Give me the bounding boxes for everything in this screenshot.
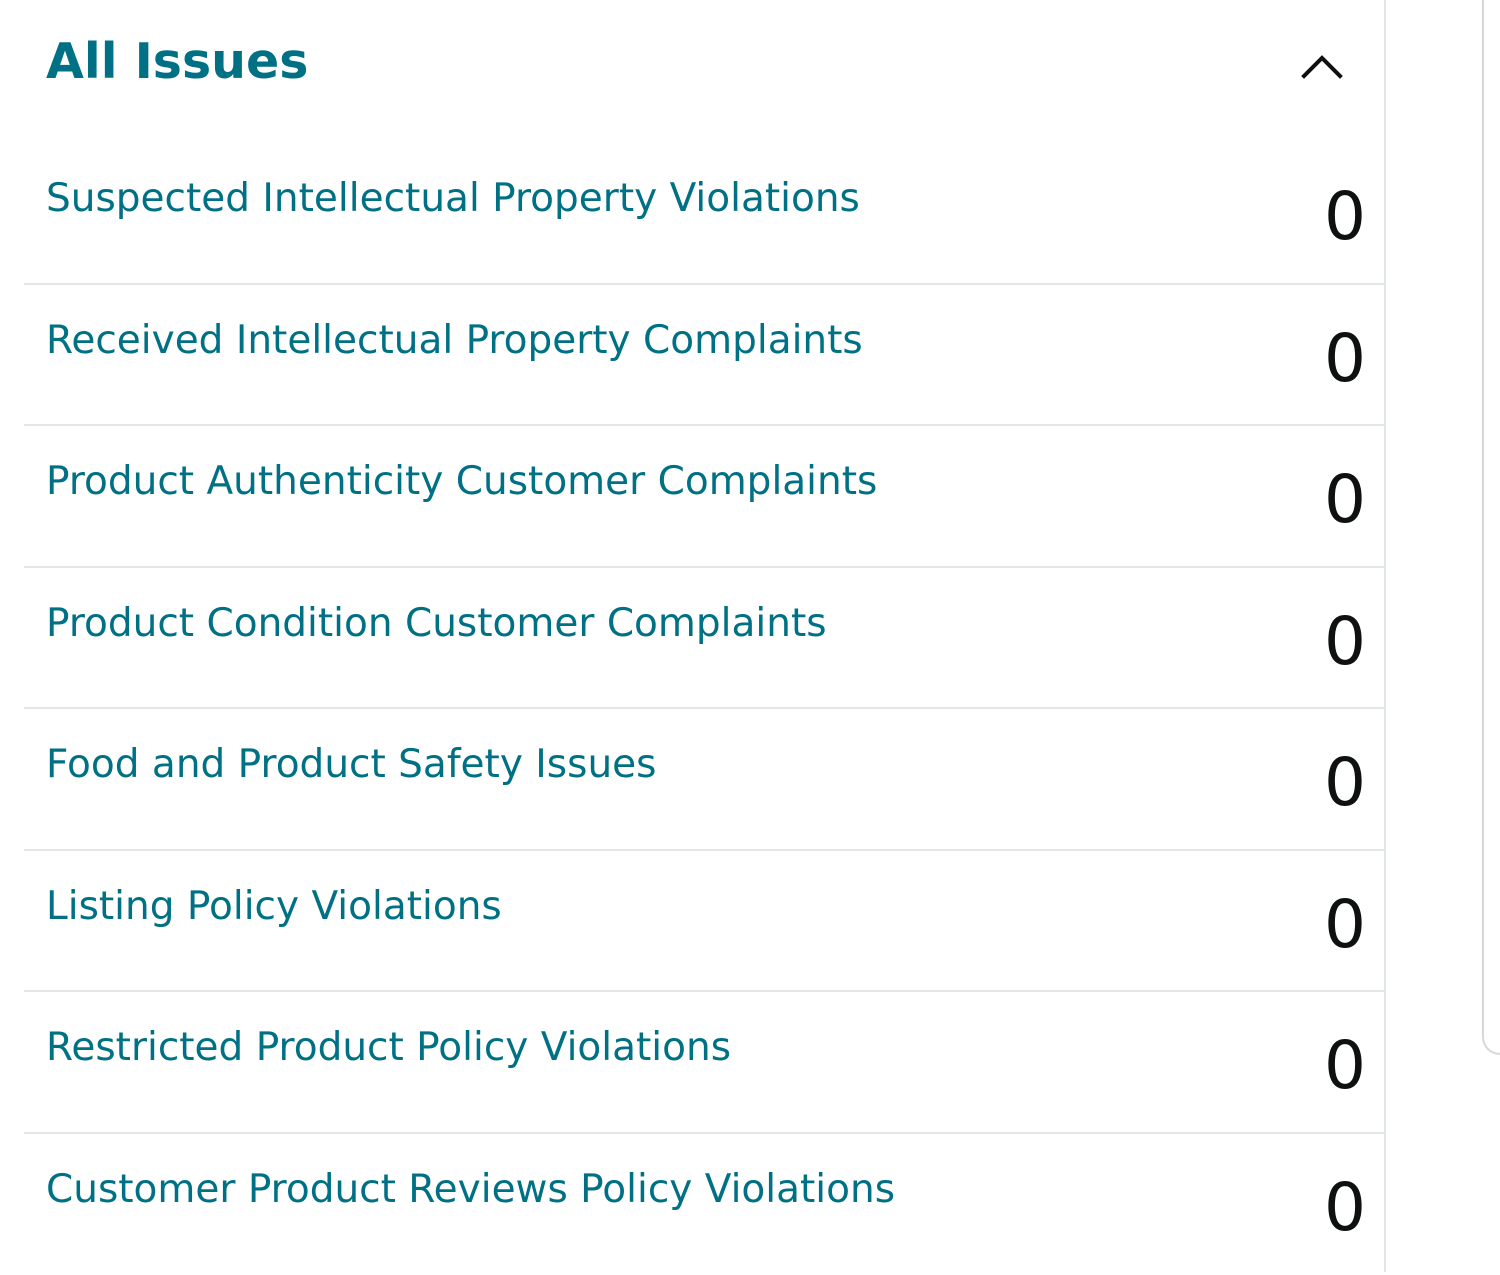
all-issues-panel: All Issues Suspected Intellectual Proper… bbox=[0, 0, 1386, 1272]
issue-row-food-safety: Food and Product Safety Issues 0 bbox=[24, 709, 1386, 851]
issue-link[interactable]: Received Intellectual Property Complaint… bbox=[46, 315, 863, 367]
issue-link[interactable]: Product Condition Customer Complaints bbox=[46, 598, 827, 650]
issue-row-listing-policy: Listing Policy Violations 0 bbox=[24, 851, 1386, 993]
issue-count: 0 bbox=[1324, 887, 1366, 963]
issue-count: 0 bbox=[1324, 462, 1366, 538]
panel-header: All Issues bbox=[46, 26, 1366, 106]
issue-row-suspected-ip-violations: Suspected Intellectual Property Violatio… bbox=[24, 143, 1386, 285]
issue-link[interactable]: Suspected Intellectual Property Violatio… bbox=[46, 173, 860, 225]
issue-link[interactable]: Food and Product Safety Issues bbox=[46, 739, 656, 791]
issue-row-authenticity-complaints: Product Authenticity Customer Complaints… bbox=[24, 426, 1386, 568]
issues-list: Suspected Intellectual Property Violatio… bbox=[24, 143, 1386, 1275]
issue-row-restricted-product: Restricted Product Policy Violations 0 bbox=[24, 992, 1386, 1134]
chevron-up-icon bbox=[1294, 38, 1350, 94]
issue-link[interactable]: Product Authenticity Customer Complaints bbox=[46, 456, 877, 508]
issue-count: 0 bbox=[1324, 604, 1366, 680]
issue-count: 0 bbox=[1324, 321, 1366, 397]
issue-count: 0 bbox=[1324, 1170, 1366, 1246]
issue-row-received-ip-complaints: Received Intellectual Property Complaint… bbox=[24, 285, 1386, 427]
issue-link[interactable]: Listing Policy Violations bbox=[46, 881, 502, 933]
adjacent-card-edge bbox=[1482, 0, 1500, 1055]
panel-title: All Issues bbox=[46, 30, 308, 94]
issue-row-reviews-policy: Customer Product Reviews Policy Violatio… bbox=[24, 1134, 1386, 1275]
issue-link[interactable]: Customer Product Reviews Policy Violatio… bbox=[46, 1164, 895, 1216]
issue-count: 0 bbox=[1324, 745, 1366, 821]
collapse-button[interactable] bbox=[1294, 38, 1350, 94]
issue-link[interactable]: Restricted Product Policy Violations bbox=[46, 1022, 731, 1074]
issue-row-condition-complaints: Product Condition Customer Complaints 0 bbox=[24, 568, 1386, 710]
issue-count: 0 bbox=[1324, 1028, 1366, 1104]
issue-count: 0 bbox=[1324, 179, 1366, 255]
